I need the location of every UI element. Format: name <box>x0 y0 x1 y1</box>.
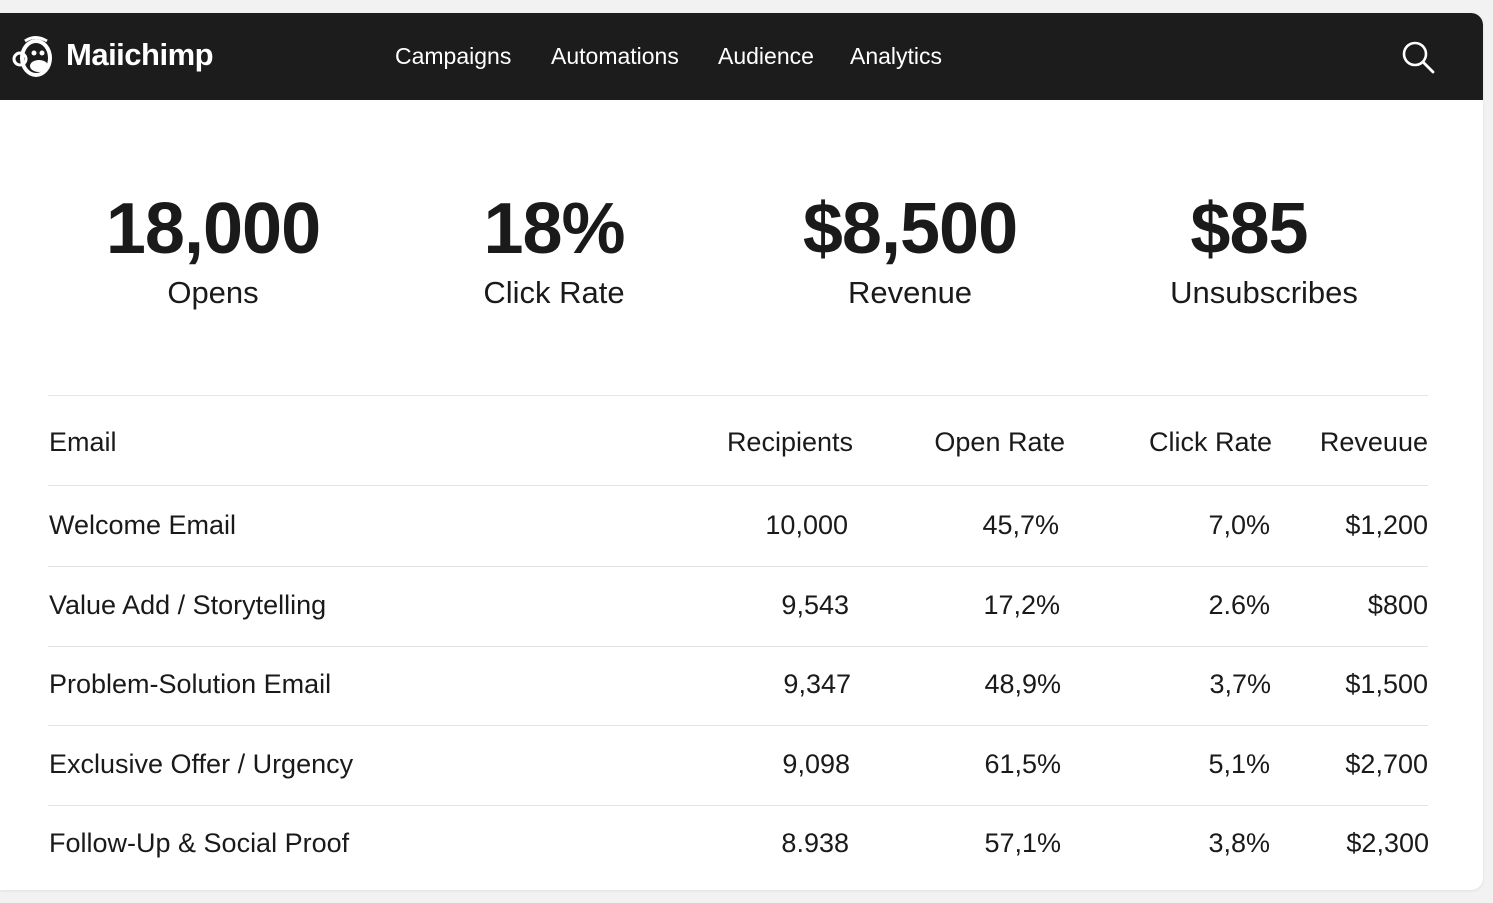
metric-label: Unsubscribes <box>1170 275 1358 310</box>
metric-label: Click Rate <box>483 275 625 310</box>
top-nav-bar: Maiichimp Campaigns Automations Audience… <box>0 13 1483 100</box>
nav-audience[interactable]: Audience <box>718 43 814 69</box>
metric-label: Revenue <box>847 275 973 310</box>
cell-revenue: $800 <box>1367 590 1428 620</box>
cell-open-rate: 17,2% <box>983 590 1060 620</box>
cell-revenue: $2,300 <box>1346 828 1429 858</box>
nav-automations[interactable]: Automations <box>551 43 679 69</box>
metric-value: $8,500 <box>802 189 1018 269</box>
cell-recipients: 9,098 <box>782 749 850 779</box>
app-window: Maiichimp Campaigns Automations Audience… <box>0 13 1483 890</box>
cell-revenue: $2,700 <box>1345 749 1428 779</box>
cell-open-rate: 45,7% <box>982 510 1059 540</box>
row-divider <box>48 805 1428 806</box>
cell-email[interactable]: Value Add / Storytelling <box>49 590 327 620</box>
nav-campaigns[interactable]: Campaigns <box>395 43 512 69</box>
brand-name[interactable]: Maiichimp <box>66 37 214 72</box>
metric-revenue: $8,500 Revenue <box>750 185 1070 313</box>
metric-unsubscribes: $85 Unsubscribes <box>1104 185 1424 313</box>
nav-analytics[interactable]: Analytics <box>850 43 943 69</box>
cell-recipients: 8.938 <box>781 828 849 858</box>
metric-label: Opens <box>167 275 259 310</box>
column-header-recipients[interactable]: Recipients <box>726 427 853 457</box>
row-divider <box>48 646 1428 647</box>
chimp-logo-icon[interactable] <box>11 33 57 81</box>
column-header-email[interactable]: Email <box>49 427 117 457</box>
search-icon[interactable] <box>1400 39 1436 75</box>
column-header-open-rate[interactable]: Open Rate <box>934 427 1065 457</box>
cell-click-rate: 7,0% <box>1208 510 1270 540</box>
cell-email[interactable]: Exclusive Offer / Urgency <box>49 749 354 779</box>
cell-recipients: 10,000 <box>765 510 848 540</box>
cell-open-rate: 61,5% <box>984 749 1061 779</box>
column-header-revenue[interactable]: Reveuue <box>1319 427 1428 457</box>
metric-value: 18,000 <box>105 189 321 269</box>
metric-click-rate: 18% Click Rate <box>394 185 714 313</box>
cell-revenue: $1,500 <box>1345 669 1428 699</box>
cell-click-rate: 5,1% <box>1208 749 1270 779</box>
metric-value: 18% <box>483 189 625 269</box>
column-header-click-rate[interactable]: Click Rate <box>1148 427 1272 457</box>
header-divider <box>48 485 1428 486</box>
divider <box>48 395 1428 396</box>
cell-email[interactable]: Problem-Solution Email <box>49 669 332 699</box>
metric-opens: 18,000 Opens <box>53 185 373 313</box>
row-divider <box>48 566 1428 567</box>
cell-open-rate: 48,9% <box>984 669 1061 699</box>
metric-value: $85 <box>1190 189 1308 269</box>
cell-recipients: 9,347 <box>783 669 851 699</box>
cell-revenue: $1,200 <box>1345 510 1428 540</box>
row-divider <box>48 725 1428 726</box>
cell-email[interactable]: Welcome Email <box>49 510 237 540</box>
cell-email[interactable]: Follow-Up & Social Proof <box>49 828 350 858</box>
cell-click-rate: 3,7% <box>1209 669 1271 699</box>
cell-open-rate: 57,1% <box>984 828 1061 858</box>
cell-click-rate: 2.6% <box>1208 590 1270 620</box>
cell-click-rate: 3,8% <box>1208 828 1270 858</box>
cell-recipients: 9,543 <box>781 590 849 620</box>
